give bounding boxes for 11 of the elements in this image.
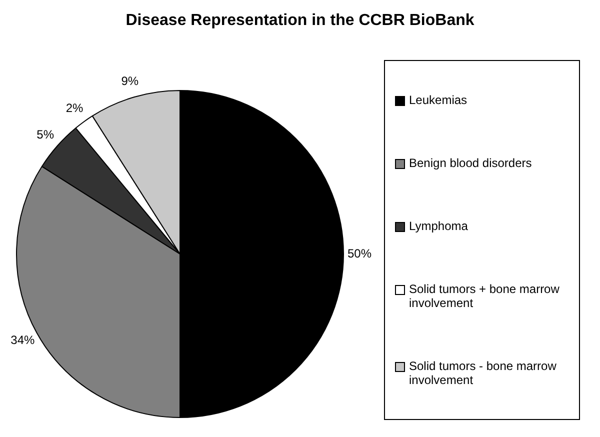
data-label: 50% [347,246,372,260]
data-label: 2% [66,101,84,116]
data-label: 34% [10,332,36,347]
legend-label: Solid tumors - bone marrow involvement [409,358,558,387]
chart-title: Disease Representation in the CCBR BioBank [124,12,476,30]
legend-label: Benign blood disorders [409,156,532,170]
legend-label: Lymphoma [409,218,468,233]
data-label: 9% [121,74,139,88]
legend-label: Leukemias [409,93,468,108]
legend-label: Solid tumors + bone marrow involvement [409,282,560,310]
data-label: 5% [36,128,54,142]
